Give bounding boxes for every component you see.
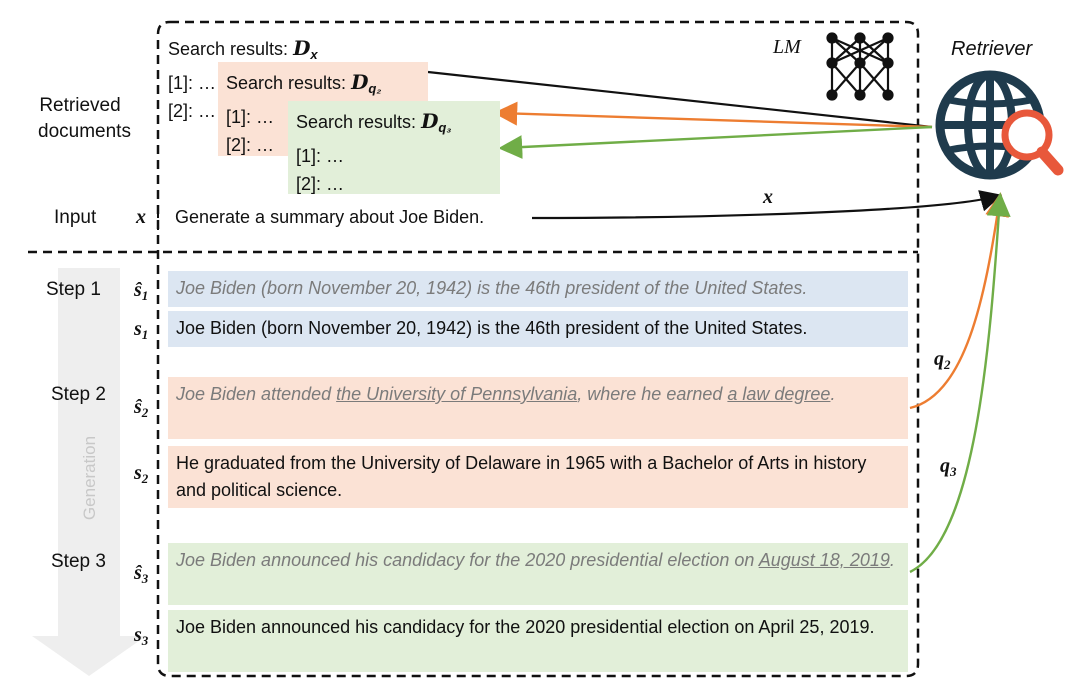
search-results-dx: Search results: Dx [1]: … [2]: … <box>168 36 318 121</box>
s3-hat-sentence: Joe Biden announced his candidacy for th… <box>168 543 908 605</box>
input-symbol: x <box>136 206 146 228</box>
s1-sentence: Joe Biden (born November 20, 1942) is th… <box>168 311 908 347</box>
step2-label: Step 2 <box>51 384 106 405</box>
edge-retriever-dq3 <box>498 125 933 160</box>
s3-symbol: s3 <box>134 624 149 648</box>
edge-q3 <box>909 192 1011 574</box>
s2-hat-symbol: ŝ2 <box>134 396 149 420</box>
s3-hat-symbol: ŝ3 <box>134 562 149 586</box>
input-label: Input <box>54 207 97 228</box>
input-text: Generate a summary about Joe Biden. <box>175 207 485 227</box>
s1-hat-symbol: ŝ1 <box>134 279 149 303</box>
edge-q2 <box>909 192 1010 410</box>
search-results-dq3: Search results: Dq₃ [1]: … [2]: … <box>288 101 500 194</box>
edge-retriever-dx <box>427 70 933 129</box>
retrieved-documents-label: Retrieved documents <box>38 95 131 142</box>
edge-x-label: x <box>763 186 773 208</box>
step3-label: Step 3 <box>51 551 106 572</box>
s3-sentence: Joe Biden announced his candidacy for th… <box>168 610 908 672</box>
s1-hat-sentence: Joe Biden (born November 20, 1942) is th… <box>168 271 908 307</box>
s2-hat-sentence: Joe Biden attended the University of Pen… <box>168 377 908 439</box>
generation-label: Generation <box>80 435 99 521</box>
s2-symbol: s2 <box>134 462 149 486</box>
edge-q2-label: q2 <box>934 348 951 372</box>
generation-arrow <box>32 268 146 676</box>
edge-q3-label: q3 <box>940 455 957 479</box>
retriever-label: Retriever <box>951 38 1033 60</box>
neural-network-icon <box>826 32 894 101</box>
step1-label: Step 1 <box>46 279 101 300</box>
edge-input-retriever <box>531 190 1003 220</box>
lm-label: LM <box>773 36 801 58</box>
edge-retriever-dq2 <box>493 101 933 129</box>
magnifier-icon <box>1001 109 1064 176</box>
s1-symbol: s1 <box>134 318 149 342</box>
lm-box <box>156 20 920 678</box>
s2-sentence: He graduated from the University of Dela… <box>168 446 908 508</box>
